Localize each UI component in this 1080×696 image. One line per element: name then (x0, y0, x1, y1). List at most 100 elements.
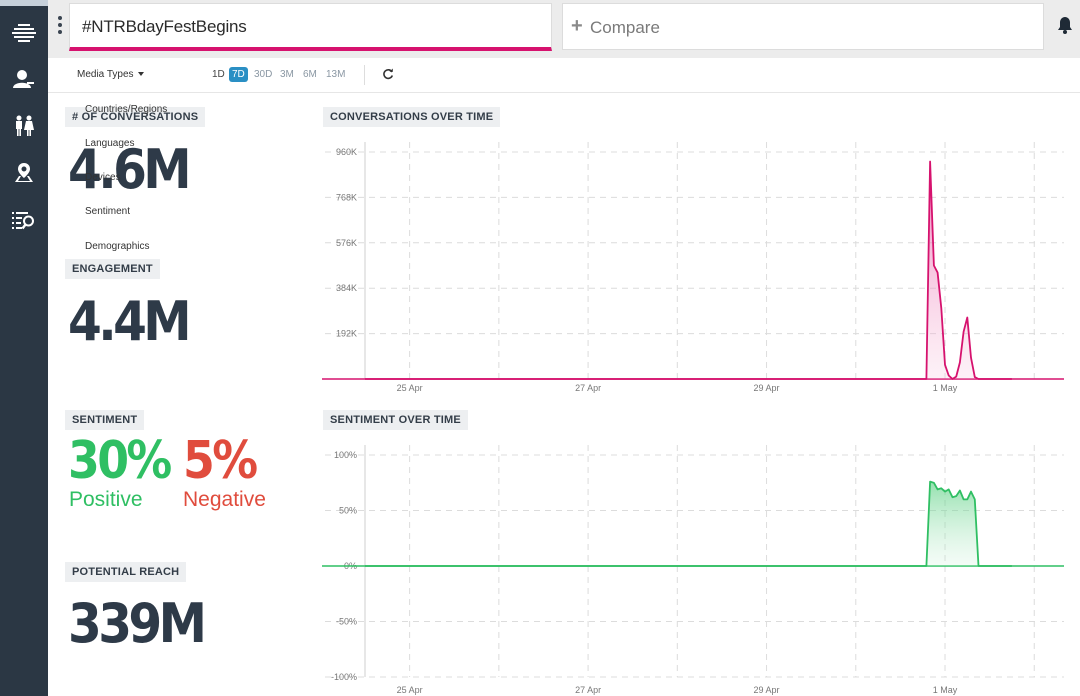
data-point (959, 362, 961, 364)
data-point (996, 378, 998, 380)
menu-item-devices[interactable]: Devices (85, 172, 121, 183)
compare-placeholder: Compare (590, 18, 660, 37)
more-options-icon[interactable] (56, 16, 64, 38)
data-point (498, 378, 500, 380)
range-13m[interactable]: 13M (326, 69, 346, 80)
series-area (365, 161, 1012, 379)
data-point (959, 490, 961, 492)
data-point (587, 378, 589, 380)
compare-field[interactable]: + Compare (562, 3, 1044, 50)
data-point (978, 565, 980, 567)
conversations-value: 4.6M (68, 138, 192, 201)
menu-item-countries[interactable]: Countries/Regions (85, 104, 168, 115)
reach-value: 339M (68, 592, 207, 655)
y-tick-label: -100% (331, 672, 357, 682)
x-tick-label: 27 Apr (575, 685, 601, 695)
data-point (677, 378, 679, 380)
media-types-label: Media Types (77, 69, 134, 80)
sidebar-accent (0, 0, 48, 6)
data-point (409, 378, 411, 380)
data-point (981, 378, 983, 380)
positive-percent: 30% (68, 431, 172, 491)
data-point (766, 378, 768, 380)
demographics-icon[interactable] (10, 112, 38, 140)
y-tick-label: 768K (336, 192, 357, 202)
data-point (967, 317, 969, 319)
y-tick-label: -50% (336, 617, 357, 627)
data-point (981, 565, 983, 567)
data-point (963, 499, 965, 501)
range-1d[interactable]: 1D (212, 69, 225, 80)
data-point (948, 375, 950, 377)
menu-item-demographics[interactable]: Demographics (85, 241, 150, 252)
x-tick-label: 1 May (933, 685, 958, 695)
sidebar (0, 0, 48, 696)
menu-item-sentiment[interactable]: Sentiment (85, 206, 131, 217)
user-profile-icon[interactable] (10, 65, 38, 93)
data-point (409, 565, 411, 567)
data-point (967, 499, 969, 501)
range-7d[interactable]: 7D (229, 67, 248, 82)
data-point (1011, 378, 1013, 380)
data-point (974, 376, 976, 378)
stream-icon[interactable] (10, 18, 38, 46)
range-6m[interactable]: 6M (303, 69, 317, 80)
data-point (941, 488, 943, 490)
y-tick-label: 50% (339, 506, 357, 516)
data-point (974, 499, 976, 501)
x-tick-label: 29 Apr (754, 383, 780, 393)
data-point (989, 565, 991, 567)
data-point (941, 307, 943, 309)
media-types-dropdown[interactable]: Media Types (77, 69, 144, 80)
data-point (944, 364, 946, 366)
refresh-icon[interactable] (382, 67, 396, 81)
range-30d[interactable]: 30D (254, 69, 273, 80)
data-point (985, 378, 987, 380)
data-point (970, 357, 972, 359)
data-point (855, 378, 857, 380)
data-point (952, 496, 954, 498)
x-tick-label: 1 May (933, 383, 958, 393)
bell-icon[interactable] (1057, 16, 1075, 36)
series-line (365, 480, 1012, 567)
data-point (926, 378, 928, 380)
data-point (937, 489, 939, 491)
data-point (926, 565, 928, 567)
x-tick-label: 25 Apr (397, 383, 423, 393)
data-point (989, 378, 991, 380)
data-point (933, 482, 935, 484)
data-point (955, 495, 957, 497)
y-tick-label: 100% (334, 450, 357, 460)
data-point (978, 378, 980, 380)
list-search-icon[interactable] (10, 206, 38, 234)
location-icon[interactable] (10, 159, 38, 187)
data-point (937, 272, 939, 274)
y-tick-label: 960K (336, 147, 357, 157)
data-point (952, 378, 954, 380)
y-tick-label: 192K (336, 329, 357, 339)
data-point (933, 265, 935, 267)
search-query-field[interactable]: #NTRBdayFestBegins (69, 3, 552, 51)
conversations-chart-title: CONVERSATIONS OVER TIME (323, 107, 501, 127)
range-3m[interactable]: 3M (280, 69, 294, 80)
sentiment-chart-title: SENTIMENT OVER TIME (323, 410, 468, 430)
negative-percent: 5% (183, 431, 258, 491)
reach-label: POTENTIAL REACH (65, 562, 187, 582)
data-point (677, 565, 679, 567)
data-point (963, 331, 965, 333)
conversations-label: # OF CONVERSATIONS (65, 107, 206, 127)
data-point (855, 565, 857, 567)
y-tick-label: 384K (336, 283, 357, 293)
caret-down-icon (137, 72, 144, 77)
data-point (498, 565, 500, 567)
toolbar-divider (364, 65, 365, 85)
filter-toolbar: Media Types 1D 7D 30D 3M 6M 13M (48, 58, 1080, 93)
x-tick-label: 25 Apr (397, 685, 423, 695)
series-line (365, 160, 1012, 380)
engagement-value: 4.4M (68, 290, 192, 353)
menu-item-languages[interactable]: Languages (85, 138, 135, 149)
plus-icon: + (571, 15, 583, 37)
engagement-label: ENGAGEMENT (65, 259, 160, 279)
y-tick-label: 576K (336, 238, 357, 248)
data-point (929, 161, 931, 163)
